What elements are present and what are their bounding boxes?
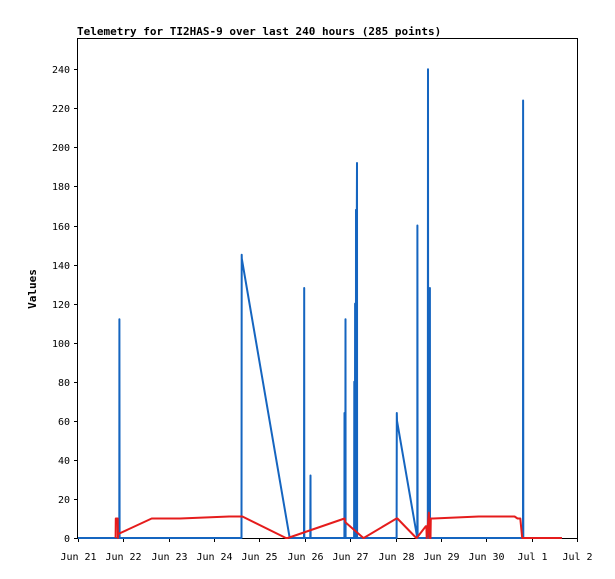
y-tick-label: 240 (52, 65, 70, 76)
y-axis-ticks: 0 20 40 60 80 100 120 140 160 180 200 220 240 (52, 65, 78, 545)
x-tick-label: Jun 21 (60, 552, 96, 563)
y-tick-label: 220 (52, 104, 70, 115)
y-tick-label: 80 (58, 378, 70, 389)
y-axis-label: Values (26, 269, 39, 309)
x-tick-label: Jun 29 (423, 552, 459, 563)
x-tick-label: Jun 27 (332, 552, 368, 563)
x-tick-label: Jun 23 (151, 552, 187, 563)
x-tick-label: Jul 1 (517, 552, 547, 563)
x-tick-label: Jun 26 (287, 552, 323, 563)
y-tick-label: 160 (52, 222, 70, 233)
x-axis-ticks: Jun 21 Jun 22 Jun 23 Jun 24 Jun 25 Jun 26 Jun … (60, 538, 593, 563)
series-line-1 (78, 68, 562, 539)
plot-frame (77, 38, 578, 539)
y-tick-label: 100 (52, 339, 70, 350)
y-tick-label: 20 (58, 495, 70, 506)
y-tick-label: 180 (52, 182, 70, 193)
x-tick-label: Jun 28 (378, 552, 414, 563)
x-tick-label: Jun 22 (105, 552, 141, 563)
chart-title: Telemetry for TI2HAS-9 over last 240 hou… (77, 25, 441, 38)
x-tick-label: Jun 24 (196, 552, 232, 563)
y-tick-label: 120 (52, 300, 70, 311)
series-line-2 (114, 511, 562, 539)
x-tick-label: Jun 30 (468, 552, 504, 563)
y-tick-label: 60 (58, 417, 70, 428)
series-layer (78, 68, 562, 539)
x-tick-label: Jul 2 (562, 552, 592, 563)
x-tick-label: Jun 25 (241, 552, 277, 563)
y-tick-label: 140 (52, 261, 70, 272)
y-tick-label: 0 (64, 534, 70, 545)
y-tick-label: 200 (52, 143, 70, 154)
y-tick-label: 40 (58, 456, 70, 467)
